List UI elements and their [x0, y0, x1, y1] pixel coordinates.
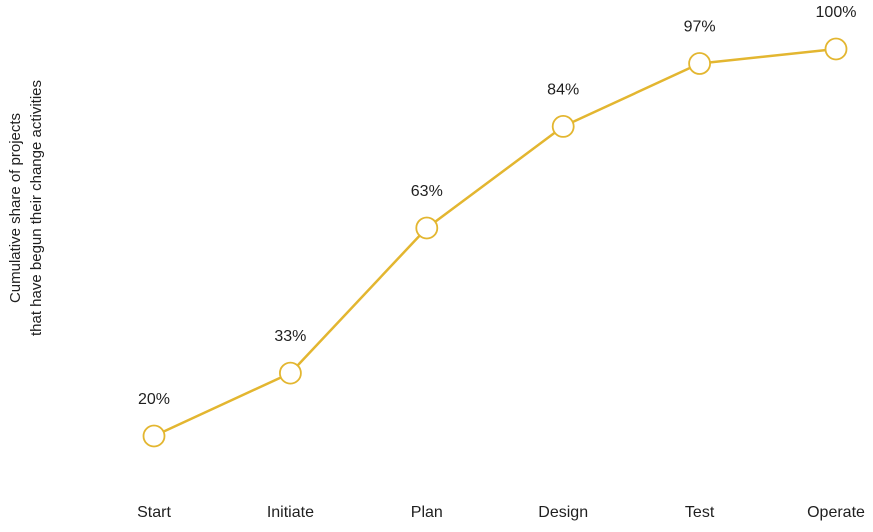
- x-axis-tick-labels: Start Initiate Plan Design Test Operate: [137, 504, 865, 521]
- x-tick-label: Design: [538, 504, 588, 521]
- y-axis-title: Cumulative share of projects that have b…: [7, 80, 45, 336]
- y-axis-title-line-1: Cumulative share of projects: [7, 113, 24, 303]
- data-label: 100%: [816, 4, 857, 21]
- data-point-marker: [415, 216, 439, 240]
- data-point-marker: [278, 361, 302, 385]
- x-tick-label: Start: [137, 504, 171, 521]
- data-point-marker: [551, 115, 575, 138]
- data-point-marker: [688, 52, 711, 75]
- data-label: 63%: [411, 183, 443, 200]
- data-label: 20%: [138, 391, 170, 408]
- data-label: 33%: [274, 328, 306, 345]
- data-label: 84%: [547, 81, 579, 98]
- data-point-markers: [142, 37, 848, 448]
- data-point-marker: [142, 424, 166, 448]
- data-value-labels: 20% 33% 63% 84% 97% 100%: [138, 4, 856, 408]
- x-tick-label: Initiate: [267, 504, 314, 521]
- series-line: [153, 47, 837, 438]
- x-tick-label: Operate: [807, 504, 865, 521]
- x-tick-label: Test: [685, 504, 715, 521]
- y-axis-title-line-2: that have begun their change activities: [28, 80, 45, 336]
- data-label: 97%: [684, 19, 716, 36]
- data-point-marker: [824, 37, 848, 61]
- x-tick-label: Plan: [411, 504, 443, 521]
